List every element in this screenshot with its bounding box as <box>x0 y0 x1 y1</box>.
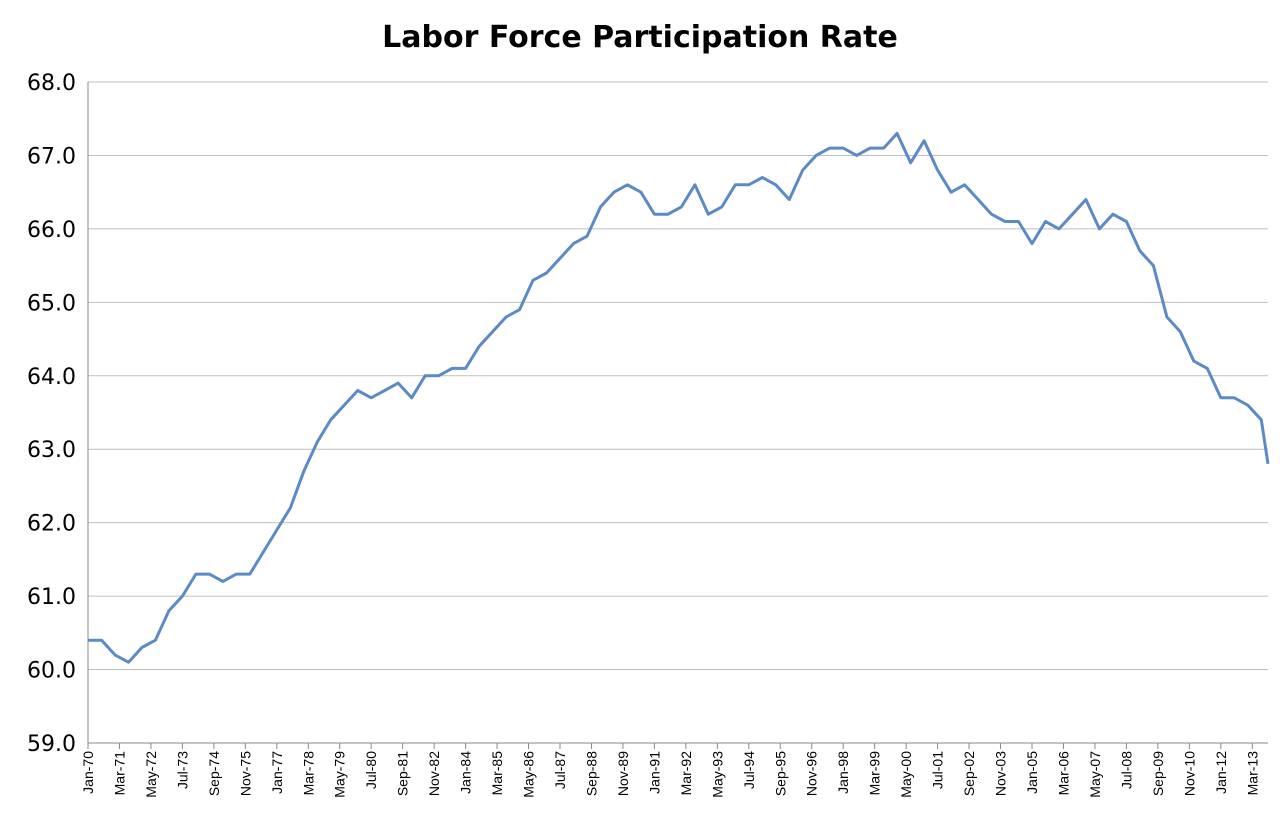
x-tick-label: Jul-94 <box>741 751 757 789</box>
y-tick-label: 68.0 <box>27 71 76 96</box>
x-tick-label: Jan-98 <box>835 751 851 794</box>
x-tick-label: May-79 <box>332 751 348 798</box>
x-tick-label: Mar-92 <box>678 751 694 796</box>
x-tick-label: Mar-06 <box>1055 751 1071 796</box>
x-tick-label: Nov-75 <box>237 751 253 796</box>
y-tick-label: 59.0 <box>27 732 76 757</box>
series-layer <box>88 131 1270 664</box>
y-tick-label: 63.0 <box>27 438 76 463</box>
x-tick-label: Jan-12 <box>1213 751 1229 794</box>
x-tick-label: Mar-78 <box>300 751 316 796</box>
x-tick-label: May-07 <box>1087 751 1103 798</box>
y-tick-label: 64.0 <box>27 365 76 390</box>
x-tick-label: Sep-09 <box>1150 751 1166 796</box>
axes <box>87 82 1268 744</box>
x-tick-label: Mar-85 <box>489 751 505 796</box>
x-tick-label: Jan-05 <box>1024 751 1040 794</box>
x-tick-label: Sep-74 <box>206 751 222 796</box>
x-tick-label: Nov-03 <box>993 751 1009 796</box>
x-tick-label: Mar-71 <box>111 751 127 796</box>
y-tick-label: 60.0 <box>27 659 76 684</box>
x-tick-label: Jan-91 <box>646 751 662 794</box>
x-tick-label: Mar-99 <box>867 751 883 796</box>
x-tick-label: May-00 <box>898 751 914 798</box>
x-tick-label: May-86 <box>521 751 537 798</box>
x-tick-label: Jan-77 <box>269 751 285 794</box>
x-tick-label: Jul-87 <box>552 751 568 789</box>
y-tick-label: 66.0 <box>27 218 76 243</box>
x-tick-label: Nov-96 <box>804 751 820 796</box>
x-tick-label: Sep-95 <box>772 751 788 796</box>
y-tick-label: 65.0 <box>27 291 76 316</box>
x-tick-label: Nov-89 <box>615 751 631 796</box>
chart-title: Labor Force Participation Rate <box>382 20 898 55</box>
gridlines <box>88 81 1268 671</box>
y-tick-label: 67.0 <box>27 144 76 169</box>
x-axis-tick-labels: Jan-70 Mar-71 May-72 Jul-73 Sep-74 Nov-75 Jan-… <box>80 743 1260 798</box>
x-tick-label: Nov-82 <box>426 751 442 796</box>
x-tick-label: Jul-01 <box>930 751 946 789</box>
x-tick-label: Jan-84 <box>458 751 474 794</box>
x-tick-label: Sep-88 <box>583 751 599 796</box>
y-tick-label: 61.0 <box>27 585 76 610</box>
x-tick-label: Jul-80 <box>363 751 379 789</box>
x-tick-label: May-93 <box>709 751 725 798</box>
x-tick-label: Jul-73 <box>174 751 190 789</box>
x-tick-label: Nov-10 <box>1181 751 1197 796</box>
x-tick-label: Jan-70 <box>80 751 96 794</box>
x-tick-label: May-72 <box>143 751 159 798</box>
x-tick-label: Jul-08 <box>1118 751 1134 789</box>
y-tick-label: 62.0 <box>27 512 76 537</box>
x-tick-label: Mar-13 <box>1244 751 1260 796</box>
y-axis-tick-labels: 59.0 60.0 61.0 62.0 63.0 64.0 65.0 66.0 67.0 68.0 <box>27 71 76 757</box>
x-tick-label: Sep-02 <box>961 751 977 796</box>
x-tick-label: Sep-81 <box>395 751 411 796</box>
series-line <box>88 131 1270 664</box>
